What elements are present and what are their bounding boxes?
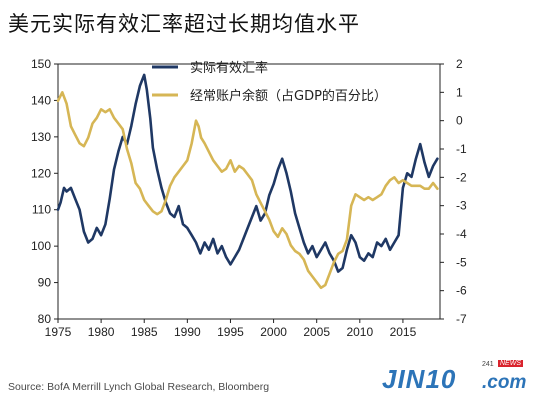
- right-tick-label: -2: [456, 170, 467, 184]
- legend-label: 经常账户余额（占GDP的百分比）: [190, 88, 387, 104]
- left-tick-label: 130: [31, 130, 51, 144]
- logo-main: JIN10: [382, 364, 457, 394]
- right-tick-label: -4: [456, 227, 467, 241]
- x-tick-label: 1990: [174, 325, 201, 339]
- right-tick-label: -5: [456, 255, 467, 269]
- series-line-reer: [56, 73, 439, 273]
- x-tick-label: 1975: [45, 325, 72, 339]
- left-tick-label: 110: [32, 203, 51, 217]
- x-tick-label: 2015: [390, 325, 417, 339]
- logo-com: .com: [482, 372, 527, 393]
- jin10-logo: JIN10 241 NEWS .com: [382, 360, 542, 398]
- right-tick-label: -3: [456, 199, 467, 213]
- right-tick-label: -6: [456, 284, 467, 298]
- left-tick-label: 120: [31, 166, 51, 180]
- chart-title: 美元实际有效汇率超过长期均值水平: [8, 12, 360, 36]
- x-tick-label: 2005: [303, 325, 330, 339]
- x-tick-label: 2010: [346, 325, 373, 339]
- right-tick-label: -1: [456, 142, 467, 156]
- right-tick-label: 1: [456, 85, 463, 99]
- plot-frame: [57, 63, 441, 320]
- logo-number: 241: [482, 361, 494, 368]
- left-tick-label: 100: [31, 239, 51, 253]
- left-tick-label: 90: [38, 276, 52, 290]
- right-tick-label: -7: [456, 312, 467, 326]
- legend-label: 实际有效汇率: [190, 60, 268, 76]
- left-tick-label: 80: [38, 312, 52, 326]
- logo-news-tag: NEWS: [498, 360, 523, 367]
- series-line-current-account: [56, 91, 439, 290]
- right-tick-label: 0: [456, 114, 463, 128]
- source-note: Source: BofA Merrill Lynch Global Resear…: [8, 381, 270, 393]
- x-tick-label: 1995: [217, 325, 244, 339]
- left-tick-label: 140: [31, 93, 51, 107]
- x-tick-label: 2000: [260, 325, 287, 339]
- right-tick-label: 2: [456, 57, 463, 71]
- left-tick-label: 150: [31, 57, 51, 71]
- x-tick-label: 1980: [88, 325, 115, 339]
- x-tick-label: 1985: [131, 325, 158, 339]
